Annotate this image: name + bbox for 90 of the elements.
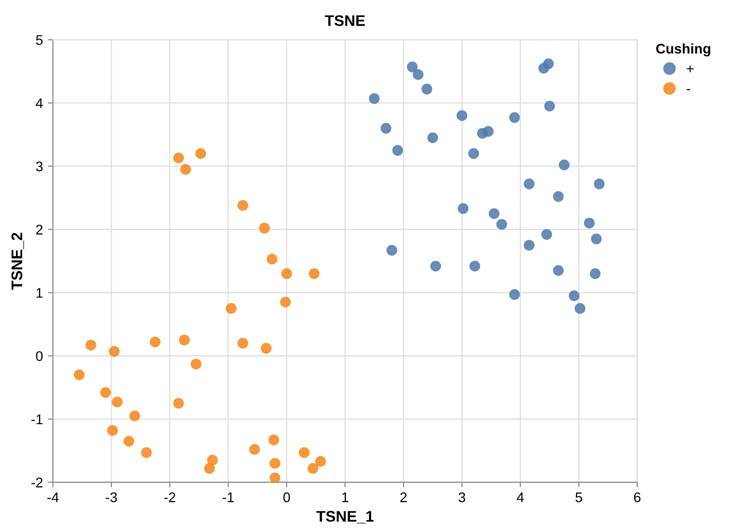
point	[100, 387, 111, 398]
point	[190, 358, 202, 370]
point	[590, 268, 601, 280]
x-tick-label: 2	[400, 492, 407, 502]
point	[112, 396, 123, 408]
point	[392, 145, 404, 156]
point	[584, 218, 595, 228]
point	[124, 436, 134, 447]
point	[590, 234, 602, 244]
point	[270, 472, 280, 482]
point	[406, 62, 418, 72]
point	[173, 398, 184, 409]
point	[386, 244, 398, 256]
point	[260, 342, 272, 354]
point	[594, 178, 605, 190]
point	[298, 447, 310, 458]
x-tick-label: 6	[634, 492, 640, 502]
legend-title: Cushing	[656, 43, 710, 56]
point	[482, 126, 494, 137]
point	[266, 254, 278, 265]
point	[430, 260, 442, 272]
point	[141, 447, 152, 458]
y-tick-label: 2	[36, 224, 42, 234]
x-tick-label: 0	[283, 492, 290, 502]
point	[574, 303, 586, 314]
point	[380, 122, 392, 134]
point	[456, 110, 468, 121]
point	[281, 268, 292, 280]
point	[86, 340, 96, 350]
legend-label: +	[686, 65, 694, 72]
point	[509, 289, 520, 300]
x-tick-label: -3	[106, 492, 117, 502]
y-tick-label: -2	[31, 478, 42, 488]
point	[107, 425, 118, 436]
point	[368, 93, 380, 104]
y-tick-label: 3	[36, 162, 43, 172]
point	[179, 334, 190, 346]
point	[315, 456, 326, 467]
point	[129, 410, 140, 422]
x-axis-title: TSNE_1	[316, 510, 374, 524]
x-tick-label: 1	[342, 492, 348, 502]
point	[469, 260, 480, 272]
x-tick-label: -2	[164, 492, 176, 502]
point	[552, 265, 564, 276]
point	[308, 463, 318, 474]
y-axis-title: TSNE_2	[11, 232, 24, 290]
point	[544, 100, 555, 112]
point	[259, 222, 270, 234]
point	[270, 458, 280, 469]
point	[280, 296, 291, 308]
x-tick-label: 3	[458, 492, 466, 502]
point	[108, 346, 120, 357]
point	[422, 84, 432, 94]
point	[237, 200, 248, 211]
x-tick-label: -4	[47, 492, 59, 502]
x-tick-label: 5	[576, 492, 582, 502]
y-tick-label: -1	[31, 414, 43, 424]
point	[180, 164, 191, 175]
point	[541, 229, 552, 240]
chart-title: TSNE	[324, 15, 365, 26]
y-tick-label: 5	[36, 35, 43, 45]
point	[74, 369, 85, 380]
x-tick-label: -1	[222, 492, 234, 502]
legend-label: -	[686, 89, 690, 90]
point	[412, 69, 424, 80]
point	[195, 148, 206, 159]
x-tick-label: 4	[516, 492, 524, 502]
point	[268, 434, 280, 446]
y-tick-label: 0	[36, 351, 43, 362]
point	[543, 58, 554, 70]
point	[204, 463, 215, 474]
point	[458, 203, 468, 214]
point	[150, 336, 161, 348]
point	[226, 303, 237, 314]
point	[558, 160, 570, 170]
point	[524, 178, 535, 190]
point	[173, 152, 184, 164]
y-tick-label: 4	[36, 98, 43, 108]
point	[237, 338, 248, 349]
point	[568, 290, 580, 302]
point	[552, 191, 564, 202]
point	[249, 444, 260, 455]
point	[488, 208, 500, 219]
y-tick-label: 1	[36, 288, 43, 298]
point	[427, 132, 438, 144]
point	[308, 268, 320, 280]
point	[509, 112, 520, 123]
point	[468, 148, 480, 159]
point	[524, 240, 535, 251]
point	[496, 218, 508, 230]
